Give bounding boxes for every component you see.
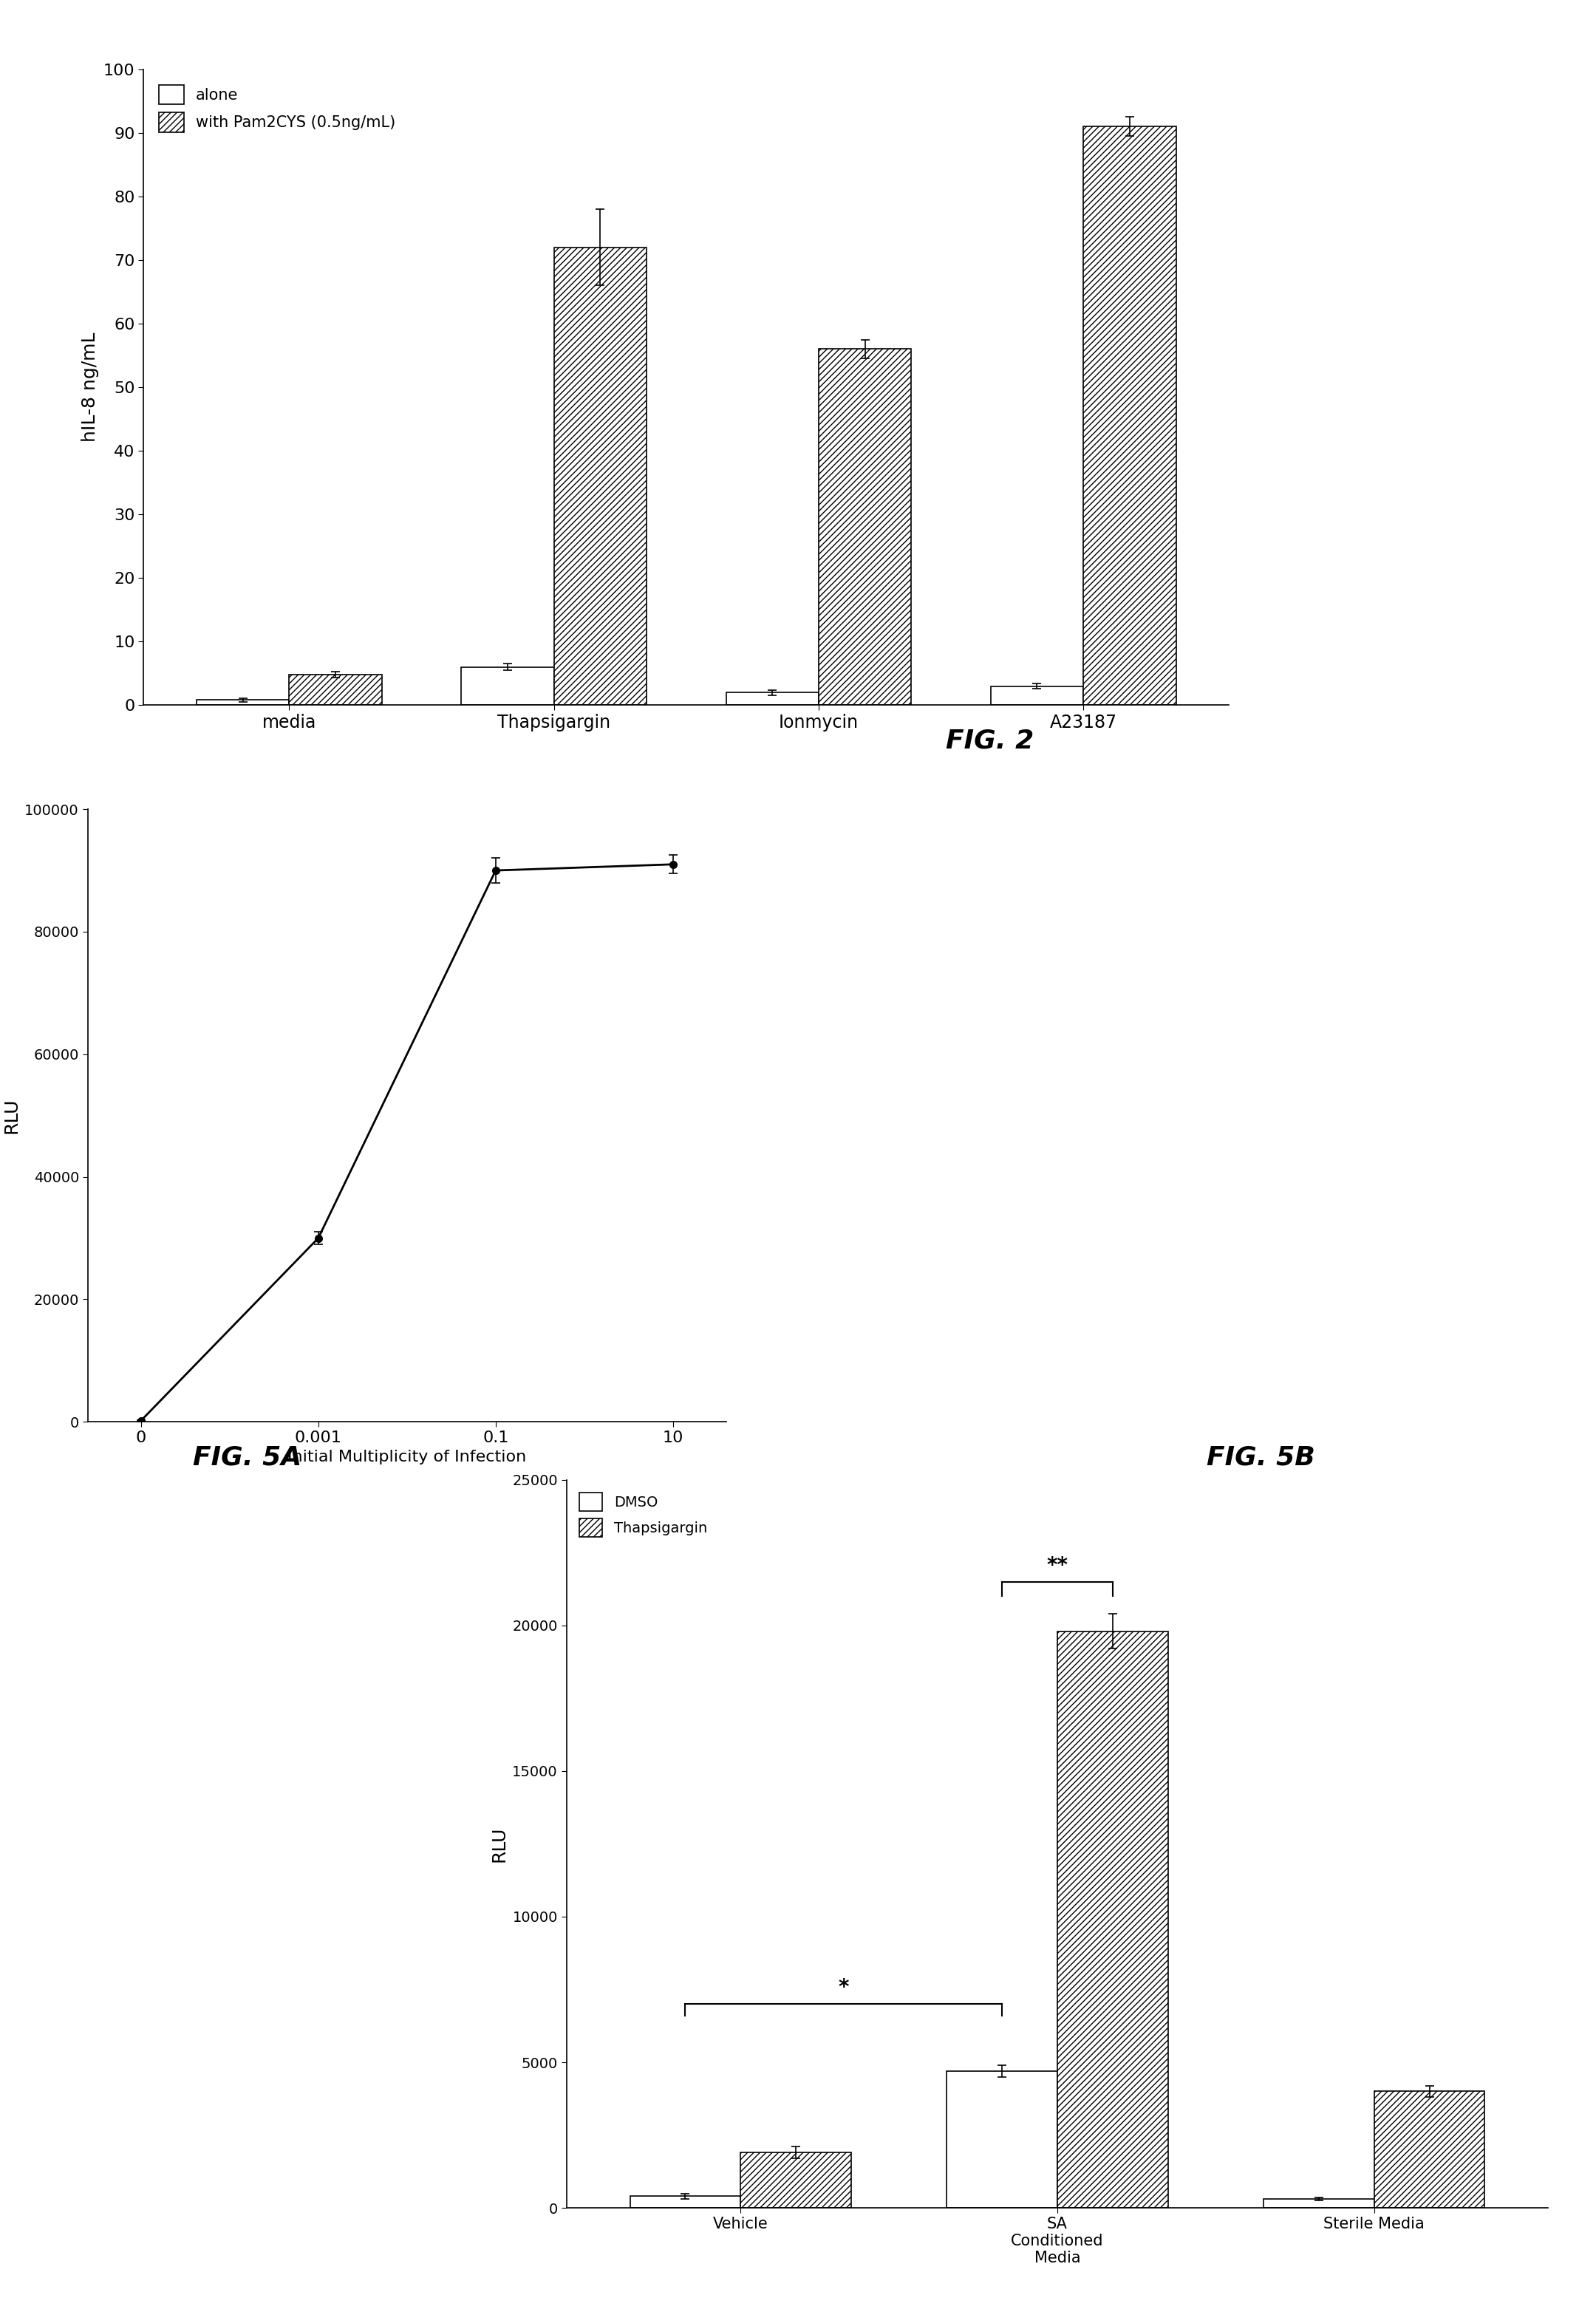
Legend: DMSO, Thapsigargin: DMSO, Thapsigargin — [575, 1487, 713, 1542]
Bar — [1084, 127, 1176, 705]
Bar — [1057, 1632, 1168, 2208]
Bar — [819, 349, 911, 705]
Bar — [741, 2152, 852, 2208]
Text: *: * — [838, 1977, 849, 1998]
Bar — [289, 675, 381, 705]
Legend: alone, with Pam2CYS (0.5ng/mL): alone, with Pam2CYS (0.5ng/mL) — [152, 76, 404, 139]
Bar — [946, 2072, 1057, 2208]
Bar — [461, 668, 554, 705]
Bar — [630, 2196, 741, 2208]
Text: FIG. 5B: FIG. 5B — [1207, 1445, 1315, 1470]
Text: **: ** — [1047, 1556, 1068, 1577]
Y-axis label: RLU: RLU — [3, 1098, 21, 1133]
Bar — [196, 701, 289, 705]
X-axis label: Initial Multiplicity of Infection: Initial Multiplicity of Infection — [287, 1450, 527, 1463]
Y-axis label: RLU: RLU — [490, 1826, 508, 1861]
Bar — [554, 247, 646, 705]
Bar — [1262, 2199, 1374, 2208]
Y-axis label: hIL-8 ng/mL: hIL-8 ng/mL — [81, 333, 99, 442]
Bar — [991, 687, 1084, 705]
Bar — [726, 694, 819, 705]
Text: FIG. 5A: FIG. 5A — [193, 1445, 302, 1470]
Text: FIG. 2: FIG. 2 — [945, 728, 1034, 754]
Bar — [1374, 2092, 1484, 2208]
